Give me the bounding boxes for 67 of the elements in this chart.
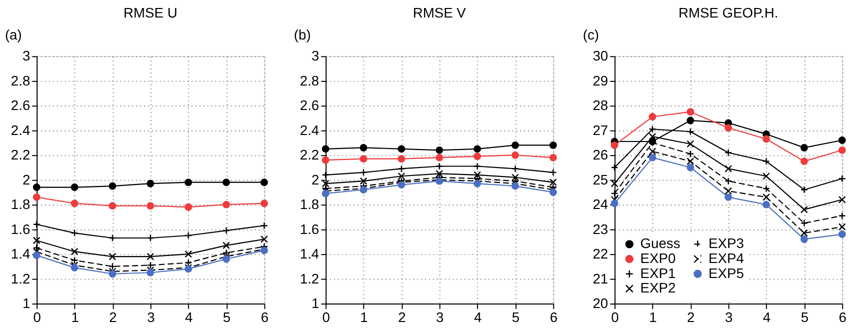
y-tick-label: 20 [592,295,608,311]
text: (b) [294,26,311,42]
x-tick-label: 2 [398,308,406,325]
y-tick-label: 28 [592,97,608,114]
y-tick-label: 1.6 [10,220,30,237]
legend-label: Guess [640,235,680,252]
legend-label: EXP4 [708,250,744,266]
text: (a) [4,26,22,42]
y-tick-label: 24 [592,196,608,212]
y-tick-label: 29 [592,72,608,88]
y-tick-label: 2.6 [10,97,30,114]
chart-title: RMSE GEOP.H. [678,4,778,21]
x-tick-label: 6 [550,308,558,325]
legend-label: EXP5 [708,264,744,281]
y-tick-label: 1.2 [300,270,320,286]
y-tick-label: 25 [592,171,608,188]
x-tick-label: 6 [838,308,847,325]
x-tick-label: 3 [436,308,444,325]
x-tick-label: 3 [147,308,156,325]
x-tick-label: 0 [322,308,330,325]
x-tick-label: 0 [33,308,42,325]
x-tick-label: 0 [611,308,620,325]
y-tick-label: 2.2 [10,146,30,163]
y-tick-label: 1.4 [300,246,320,262]
y-tick-label: 1 [311,295,320,311]
y-tick-label: 2.4 [10,122,30,138]
y-tick-label: 30 [592,48,608,64]
y-tick-label: 21 [592,270,608,286]
y-tick-label: 1.8 [10,196,30,212]
x-tick-label: 1 [360,308,368,325]
x-tick-label: 4 [474,308,482,325]
x-tick-label: 4 [762,308,771,325]
y-tick-label: 1.6 [300,220,320,237]
y-tick-label: 2.2 [300,146,320,163]
y-tick-label: 23 [592,220,608,237]
y-tick-label: 2.6 [300,97,320,114]
y-tick-label: 3 [311,48,320,64]
legend-label: EXP0 [640,250,676,266]
text: (c) [582,26,600,42]
chart-title: RMSE V [412,4,467,21]
y-tick-label: 2.8 [10,72,30,88]
x-tick-label: 5 [800,308,809,325]
y-tick-label: 27 [592,122,608,138]
y-tick-label: 2.4 [300,122,320,138]
y-tick-label: 2 [22,171,30,188]
y-tick-label: 3 [22,48,30,64]
x-tick-label: 6 [260,308,269,325]
x-tick-label: 3 [724,308,733,325]
legend-label: EXP1 [640,264,676,281]
x-tick-label: 2 [109,308,117,325]
y-tick-label: 1.2 [10,270,30,286]
x-tick-label: 5 [512,308,520,325]
chart-title: RMSE U [123,4,178,21]
y-tick-label: 1 [22,295,30,311]
y-tick-label: 2.8 [300,72,320,88]
y-tick-label: 1.8 [300,196,320,212]
y-tick-label: 26 [592,146,608,163]
y-tick-label: 2 [311,171,320,188]
y-tick-label: 1.4 [10,246,30,262]
legend-label: EXP2 [640,280,676,296]
x-tick-label: 5 [222,308,231,325]
y-tick-label: 22 [592,246,608,262]
x-tick-label: 4 [184,308,193,325]
x-tick-label: 2 [687,308,695,325]
legend-label: EXP3 [708,235,744,252]
x-tick-label: 1 [649,308,658,325]
x-tick-label: 1 [71,308,80,325]
